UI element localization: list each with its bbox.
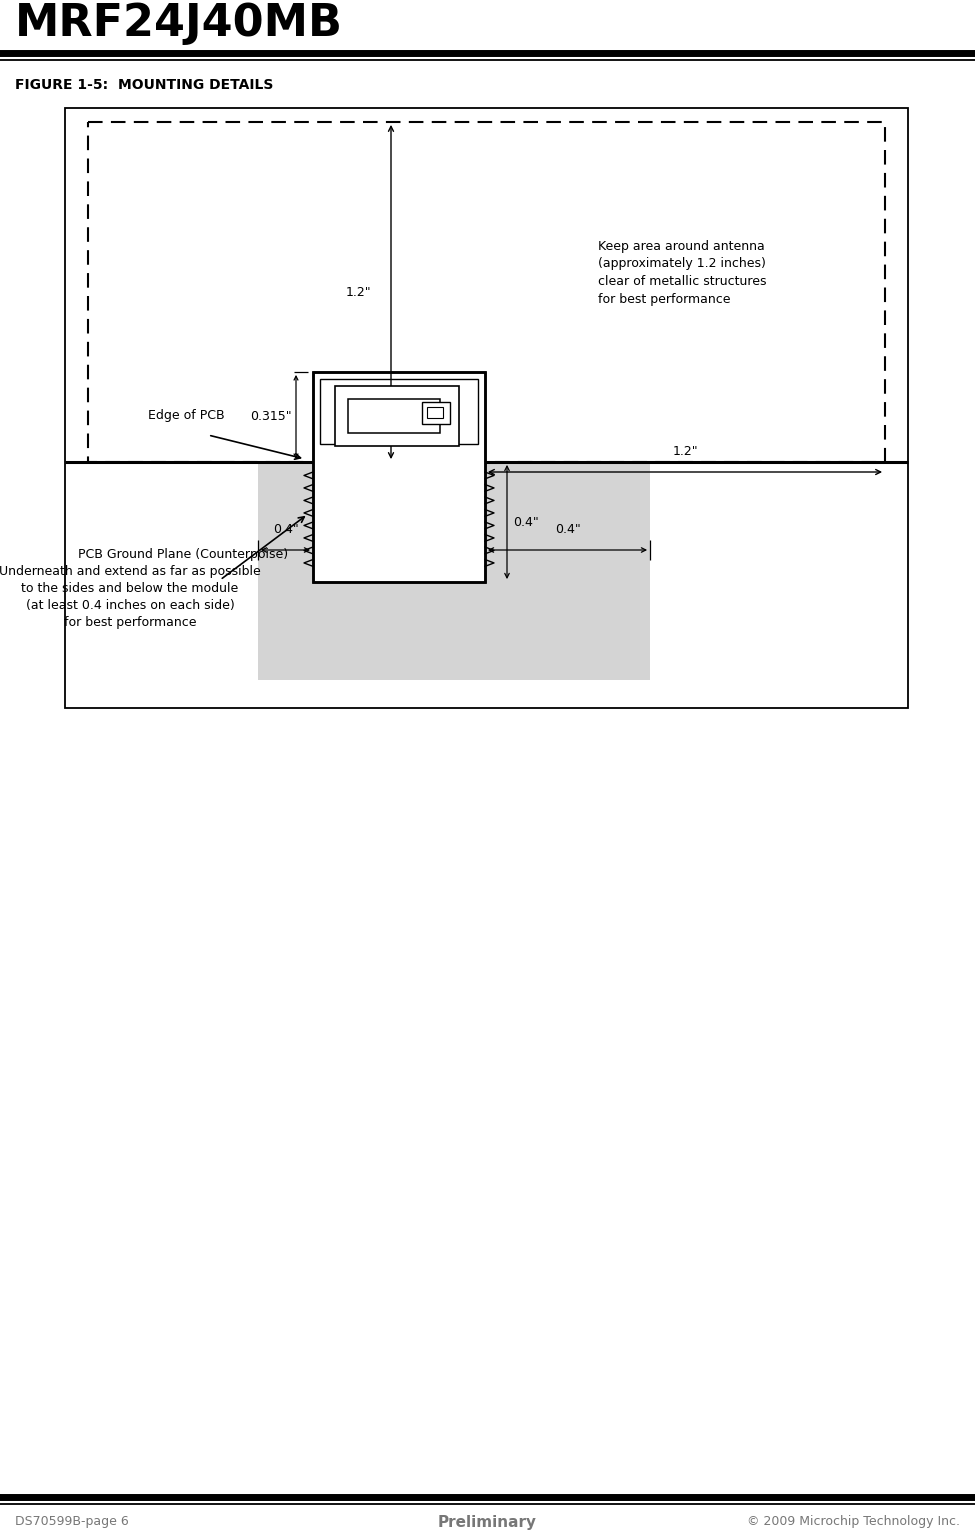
Bar [65, 107, 908, 709]
Text: PCB Ground Plane (Counterpoise): PCB Ground Plane (Counterpoise) [78, 548, 289, 561]
Text: Keep area around antenna
(approximately 1.2 inches)
clear of metallic structures: Keep area around antenna (approximately … [598, 239, 766, 305]
Bar [422, 402, 450, 423]
Bar [258, 462, 650, 680]
Bar [313, 373, 485, 581]
Text: 0.4": 0.4" [555, 523, 580, 535]
Text: MOUNTING DETAILS: MOUNTING DETAILS [118, 78, 273, 92]
Text: 0.4": 0.4" [273, 523, 298, 535]
Bar [427, 407, 443, 417]
Text: 0.315": 0.315" [251, 411, 292, 423]
Text: DS70599B-page 6: DS70599B-page 6 [15, 1516, 129, 1528]
Text: Edge of PCB: Edge of PCB [148, 408, 224, 422]
Text: 0.4": 0.4" [513, 515, 539, 529]
Text: MRF24J40MB: MRF24J40MB [15, 2, 343, 44]
Text: Underneath and extend as far as possible
to the sides and below the module
(at l: Underneath and extend as far as possible… [0, 565, 261, 629]
Text: 1.2": 1.2" [345, 285, 371, 299]
Text: Preliminary: Preliminary [438, 1514, 536, 1529]
Bar [88, 123, 885, 462]
Bar [320, 379, 478, 443]
Text: © 2009 Microchip Technology Inc.: © 2009 Microchip Technology Inc. [747, 1516, 960, 1528]
Bar [313, 373, 485, 581]
Text: FIGURE 1-5:: FIGURE 1-5: [15, 78, 108, 92]
Bar [335, 387, 459, 446]
Text: 1.2": 1.2" [672, 445, 698, 459]
Bar [348, 399, 440, 433]
